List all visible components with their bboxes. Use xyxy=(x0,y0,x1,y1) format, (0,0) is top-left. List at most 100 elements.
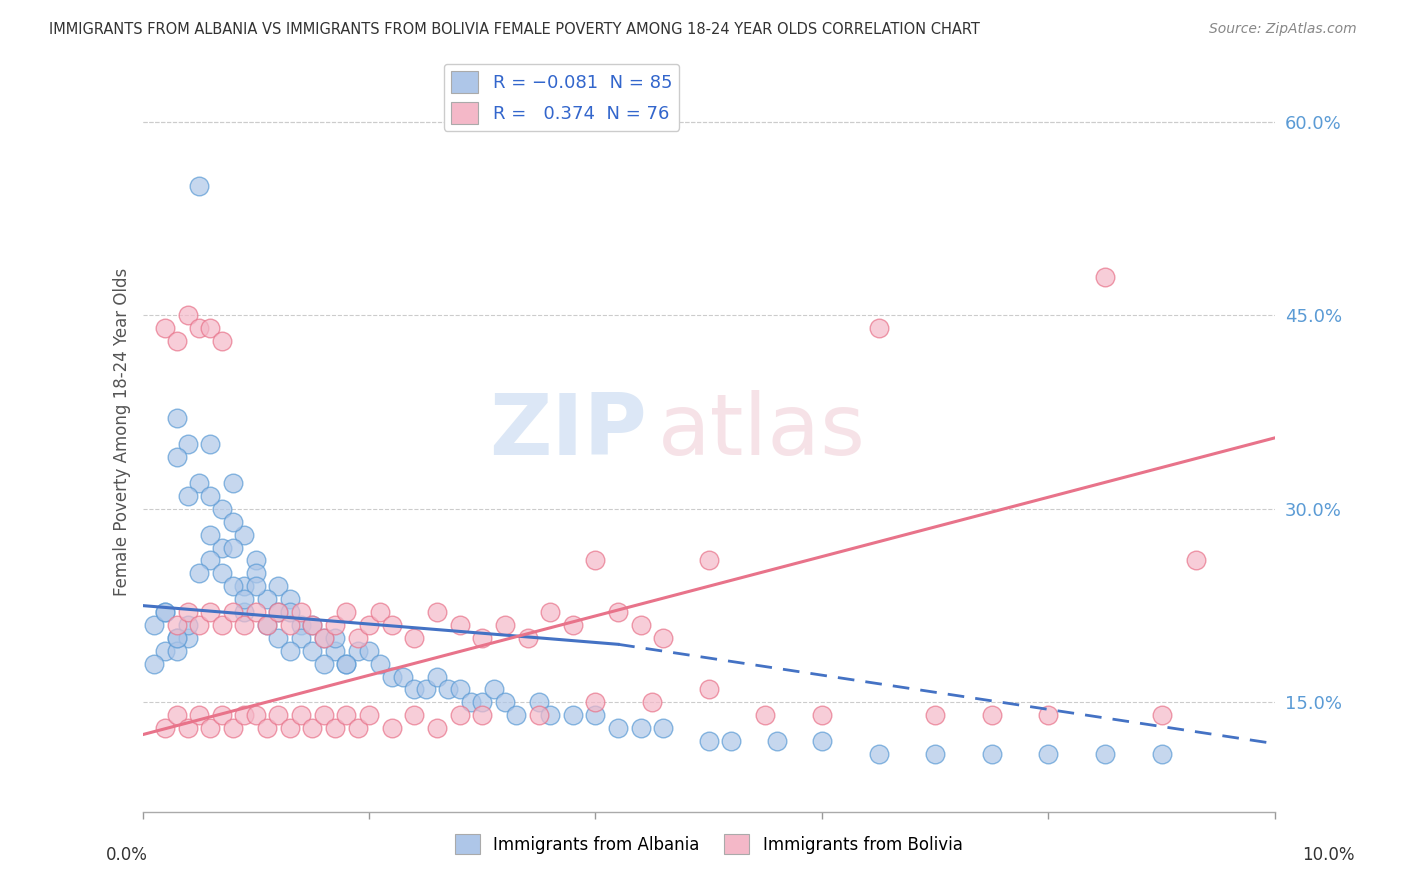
Point xyxy=(267,708,290,723)
Point xyxy=(585,553,607,567)
Point xyxy=(233,618,256,632)
Point xyxy=(460,695,482,709)
Point xyxy=(256,592,278,607)
Point xyxy=(222,579,245,593)
Point xyxy=(200,321,222,335)
Point xyxy=(245,708,267,723)
Point xyxy=(233,708,256,723)
Point xyxy=(471,631,494,645)
Point xyxy=(697,682,720,697)
Point xyxy=(188,618,211,632)
Point xyxy=(585,708,607,723)
Point xyxy=(538,708,561,723)
Point xyxy=(188,708,211,723)
Point xyxy=(188,566,211,581)
Point xyxy=(505,708,527,723)
Point xyxy=(720,734,742,748)
Point xyxy=(370,657,392,671)
Point xyxy=(449,682,471,697)
Point xyxy=(924,708,946,723)
Point xyxy=(188,475,211,490)
Point xyxy=(301,618,323,632)
Point xyxy=(177,437,200,451)
Point xyxy=(211,566,233,581)
Text: Source: ZipAtlas.com: Source: ZipAtlas.com xyxy=(1209,22,1357,37)
Point xyxy=(765,734,787,748)
Point xyxy=(166,334,188,348)
Point xyxy=(177,618,200,632)
Point xyxy=(177,721,200,735)
Point xyxy=(381,721,404,735)
Point xyxy=(166,708,188,723)
Point xyxy=(245,553,267,567)
Point xyxy=(335,657,357,671)
Point xyxy=(153,721,176,735)
Point xyxy=(188,179,211,194)
Point xyxy=(211,334,233,348)
Y-axis label: Female Poverty Among 18-24 Year Olds: Female Poverty Among 18-24 Year Olds xyxy=(114,268,131,596)
Point xyxy=(166,450,188,465)
Point xyxy=(404,631,426,645)
Point xyxy=(357,644,380,658)
Point xyxy=(245,566,267,581)
Point xyxy=(177,308,200,322)
Point xyxy=(811,708,834,723)
Point xyxy=(381,618,404,632)
Point xyxy=(868,747,890,761)
Point xyxy=(1094,269,1116,284)
Point xyxy=(267,631,290,645)
Point xyxy=(426,605,449,619)
Point xyxy=(301,721,323,735)
Point xyxy=(290,631,312,645)
Point xyxy=(370,605,392,619)
Text: ZIP: ZIP xyxy=(489,390,647,473)
Point xyxy=(980,747,1002,761)
Point xyxy=(312,708,335,723)
Point xyxy=(1038,708,1060,723)
Point xyxy=(233,592,256,607)
Point xyxy=(437,682,460,697)
Point xyxy=(267,579,290,593)
Text: 10.0%: 10.0% xyxy=(1302,846,1355,863)
Point xyxy=(426,721,449,735)
Point xyxy=(494,618,516,632)
Legend: R = −0.081  N = 85, R =   0.374  N = 76: R = −0.081 N = 85, R = 0.374 N = 76 xyxy=(444,63,679,131)
Point xyxy=(980,708,1002,723)
Point xyxy=(335,605,357,619)
Point xyxy=(166,411,188,425)
Point xyxy=(188,321,211,335)
Point xyxy=(211,618,233,632)
Point xyxy=(697,553,720,567)
Point xyxy=(323,721,346,735)
Point xyxy=(211,501,233,516)
Point xyxy=(538,605,561,619)
Point xyxy=(346,721,368,735)
Point xyxy=(392,669,415,683)
Text: atlas: atlas xyxy=(658,390,866,473)
Point xyxy=(256,721,278,735)
Point xyxy=(200,553,222,567)
Point xyxy=(211,541,233,555)
Point xyxy=(256,618,278,632)
Point xyxy=(335,657,357,671)
Point xyxy=(256,618,278,632)
Point xyxy=(290,605,312,619)
Point xyxy=(471,708,494,723)
Point xyxy=(267,605,290,619)
Point xyxy=(222,475,245,490)
Point xyxy=(1150,747,1173,761)
Point xyxy=(404,682,426,697)
Point xyxy=(166,644,188,658)
Point xyxy=(697,734,720,748)
Point xyxy=(312,631,335,645)
Point xyxy=(312,631,335,645)
Point xyxy=(449,708,471,723)
Point xyxy=(641,695,664,709)
Point xyxy=(166,631,188,645)
Text: 0.0%: 0.0% xyxy=(105,846,148,863)
Point xyxy=(153,605,176,619)
Point xyxy=(222,605,245,619)
Point xyxy=(200,721,222,735)
Point xyxy=(233,527,256,541)
Point xyxy=(323,631,346,645)
